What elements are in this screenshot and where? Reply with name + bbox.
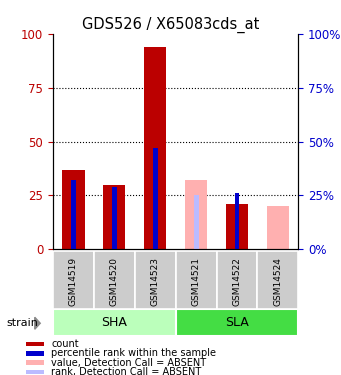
- Text: GSM14523: GSM14523: [151, 257, 160, 306]
- Bar: [135, 251, 176, 309]
- Text: rank, Detection Call = ABSENT: rank, Detection Call = ABSENT: [51, 367, 201, 375]
- Bar: [71, 180, 76, 249]
- Bar: [27, 342, 44, 346]
- Bar: [194, 195, 198, 249]
- Bar: [226, 204, 248, 249]
- Bar: [94, 251, 135, 309]
- Text: SLA: SLA: [225, 316, 249, 328]
- Bar: [235, 194, 239, 249]
- Bar: [257, 251, 298, 309]
- Text: count: count: [51, 339, 79, 349]
- Bar: [62, 170, 85, 249]
- Text: GDS526 / X65083cds_at: GDS526 / X65083cds_at: [82, 17, 259, 33]
- Bar: [27, 351, 44, 355]
- Polygon shape: [35, 317, 40, 329]
- Bar: [53, 251, 94, 309]
- Text: GSM14520: GSM14520: [110, 257, 119, 306]
- Text: SHA: SHA: [101, 316, 127, 328]
- Bar: [53, 309, 176, 336]
- Bar: [267, 206, 289, 249]
- Bar: [103, 185, 125, 249]
- Text: GSM14521: GSM14521: [192, 257, 201, 306]
- Bar: [144, 47, 166, 249]
- Bar: [176, 251, 217, 309]
- Bar: [27, 370, 44, 374]
- Bar: [217, 251, 257, 309]
- Text: GSM14522: GSM14522: [233, 257, 241, 306]
- Text: GSM14519: GSM14519: [69, 257, 78, 306]
- Bar: [112, 187, 117, 249]
- Text: GSM14524: GSM14524: [273, 257, 282, 306]
- Bar: [176, 309, 298, 336]
- Bar: [153, 148, 158, 249]
- Bar: [27, 360, 44, 365]
- Text: percentile rank within the sample: percentile rank within the sample: [51, 348, 216, 358]
- Text: strain: strain: [7, 318, 39, 328]
- Bar: [185, 180, 207, 249]
- Text: value, Detection Call = ABSENT: value, Detection Call = ABSENT: [51, 358, 206, 368]
